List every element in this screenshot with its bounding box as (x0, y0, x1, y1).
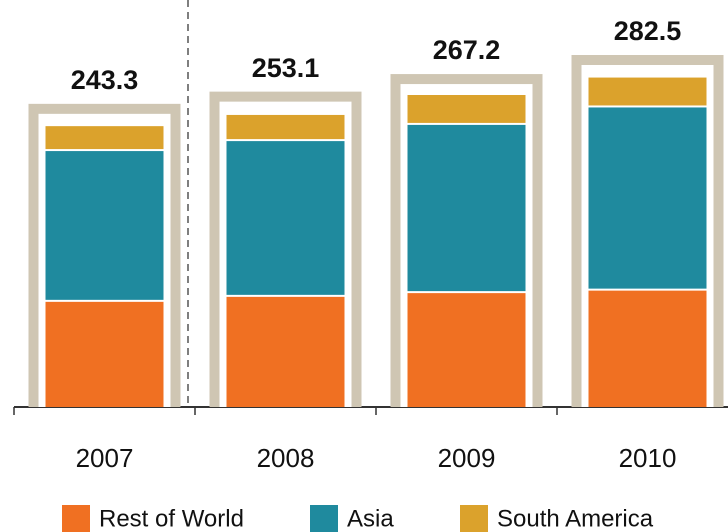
bar-segment (45, 301, 164, 407)
bar-segment (226, 296, 345, 407)
legend-label: South America (497, 505, 654, 532)
bar-segment (407, 293, 526, 407)
bar-segment (588, 107, 707, 289)
legend-label: Asia (347, 505, 394, 532)
x-tick-label: 2010 (619, 443, 677, 473)
bar-segment (407, 124, 526, 292)
total-label: 282.5 (614, 16, 682, 46)
total-label: 243.3 (71, 65, 139, 95)
legend-swatch (460, 505, 488, 532)
bar-segment (45, 126, 164, 150)
total-label: 267.2 (433, 35, 501, 65)
legend-label: Rest of World (99, 505, 244, 532)
x-tick-label: 2008 (257, 443, 315, 473)
x-tick-label: 2009 (438, 443, 496, 473)
bar-segment (45, 151, 164, 300)
x-tick-label: 2007 (76, 443, 134, 473)
bar-segment (226, 141, 345, 295)
bar-segment (407, 95, 526, 123)
bar-segment (588, 77, 707, 106)
bar-segment (588, 290, 707, 407)
total-label: 253.1 (252, 53, 320, 83)
legend-swatch (62, 505, 90, 532)
legend-swatch (310, 505, 338, 532)
bar-segment (226, 114, 345, 140)
